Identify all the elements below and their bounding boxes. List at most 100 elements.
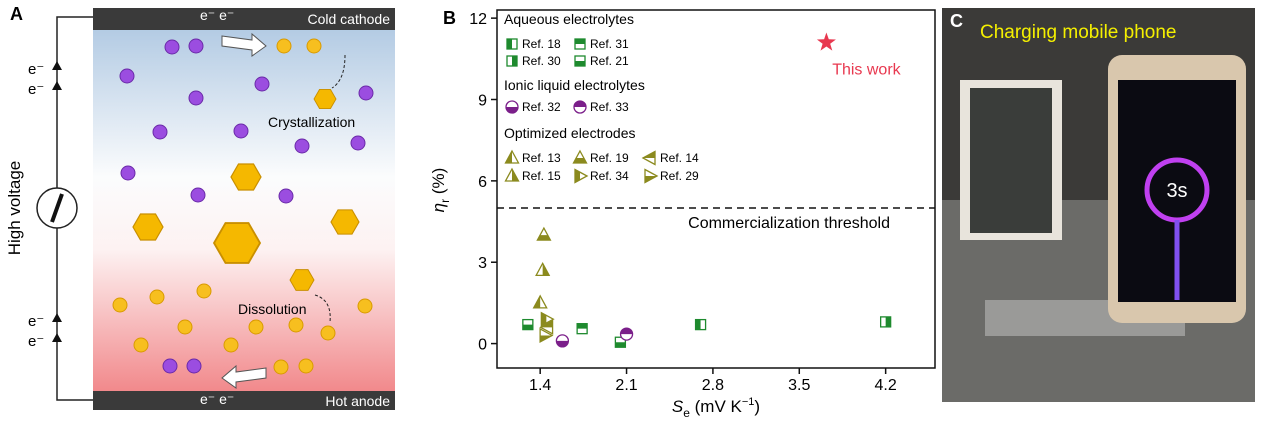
ion-gold: [273, 359, 289, 375]
ion-gold: [288, 317, 304, 333]
shape: [695, 319, 701, 330]
ion-purple: [119, 68, 135, 84]
shape: [537, 235, 551, 241]
y-tick-label: 12: [469, 11, 487, 28]
crystal: [289, 269, 315, 291]
shape: [620, 328, 633, 335]
crystal: [132, 213, 164, 241]
bar-label: Cold cathode: [307, 11, 390, 27]
ion-purple: [254, 76, 270, 92]
screen-text: 3s: [1166, 180, 1187, 202]
marker: [532, 294, 548, 309]
shape: [533, 295, 541, 308]
ion-purple: [120, 165, 136, 181]
label-part: (%): [429, 168, 448, 199]
ion-gold: [248, 319, 264, 335]
legend-label: Ref. 29: [660, 169, 699, 183]
marker: [574, 55, 586, 67]
shape: [540, 335, 553, 342]
legend-label: Ref. 21: [590, 54, 629, 68]
cathode-bar: [93, 8, 395, 30]
label-part: η: [429, 203, 448, 212]
arrow: [221, 364, 267, 389]
marker: [574, 38, 586, 50]
shape: [885, 316, 891, 327]
ion-gold: [133, 337, 149, 353]
dashed-arrow: [331, 54, 346, 89]
ion-purple: [188, 38, 204, 54]
legend-label: Ref. 30: [522, 54, 561, 68]
y-tick-label: 0: [478, 337, 487, 354]
marker: [506, 38, 518, 50]
ion-gold: [223, 337, 239, 353]
shape: [574, 101, 586, 107]
panel-label: B: [443, 8, 456, 28]
current-arrow: [52, 333, 62, 342]
marker: [614, 336, 627, 348]
marker: [535, 261, 551, 277]
shape: [542, 263, 550, 276]
ion-gold: [177, 319, 193, 335]
marker: [539, 319, 554, 335]
current-arrow: [52, 313, 62, 322]
legend-label: Ref. 32: [522, 100, 561, 114]
marker: [505, 100, 519, 114]
shape: [615, 342, 626, 348]
marker: [573, 100, 587, 114]
arrow: [221, 32, 267, 57]
legend-title: Optimized electrodes: [504, 125, 636, 141]
plot-frame: [496, 9, 936, 369]
shape: [505, 151, 512, 163]
dashed-arrow: [314, 294, 331, 323]
legend-label: Ref. 18: [522, 37, 561, 51]
electron-label: e⁻ e⁻: [200, 7, 234, 23]
electron-label: e⁻ e⁻: [200, 391, 234, 407]
x-axis-label: Se (mV K−1): [672, 396, 760, 420]
shape: [541, 312, 547, 326]
ion-gold: [112, 297, 128, 313]
star-marker: [816, 32, 836, 51]
ion-purple: [186, 358, 202, 374]
electron-label: e⁻: [28, 61, 44, 78]
shape: [540, 320, 553, 328]
panel-label: C: [950, 11, 963, 31]
marker: [540, 311, 555, 327]
marker: [572, 149, 588, 164]
shape: [556, 340, 569, 347]
ion-gold: [149, 289, 165, 305]
shape: [506, 107, 518, 113]
ion-gold: [306, 38, 322, 54]
legend-label: Ref. 33: [590, 100, 629, 114]
shape: [512, 169, 519, 181]
crystal: [230, 163, 262, 191]
shape: [512, 56, 517, 66]
crystal: [212, 222, 262, 264]
current-arrow: [52, 61, 62, 70]
crystal: [313, 89, 337, 109]
panel-c: 3s C Charging mobile phone: [942, 8, 1255, 402]
crystal: [330, 209, 360, 235]
shape: [643, 151, 655, 158]
marker: [576, 323, 588, 335]
x-tick-label: 2.1: [615, 377, 637, 394]
shape: [575, 169, 580, 183]
ion-purple: [188, 90, 204, 106]
ion-gold: [196, 283, 212, 299]
caption: Charging mobile phone: [980, 22, 1176, 43]
inset-device: [970, 88, 1052, 233]
legend-label: Ref. 19: [590, 151, 629, 165]
x-tick-label: 2.8: [702, 377, 724, 394]
ion-purple: [278, 188, 294, 204]
legend-title: Ionic liquid electrolytes: [504, 77, 645, 93]
marker: [522, 318, 534, 331]
y-tick-label: 9: [478, 93, 487, 110]
legend-label: Ref. 31: [590, 37, 629, 51]
shape: [577, 323, 588, 329]
x-tick-label: 4.2: [875, 377, 897, 394]
current-arrow: [52, 81, 62, 90]
label-part: e: [683, 406, 690, 420]
ion-purple: [233, 123, 249, 139]
shape: [575, 61, 585, 66]
marker: [555, 334, 570, 348]
